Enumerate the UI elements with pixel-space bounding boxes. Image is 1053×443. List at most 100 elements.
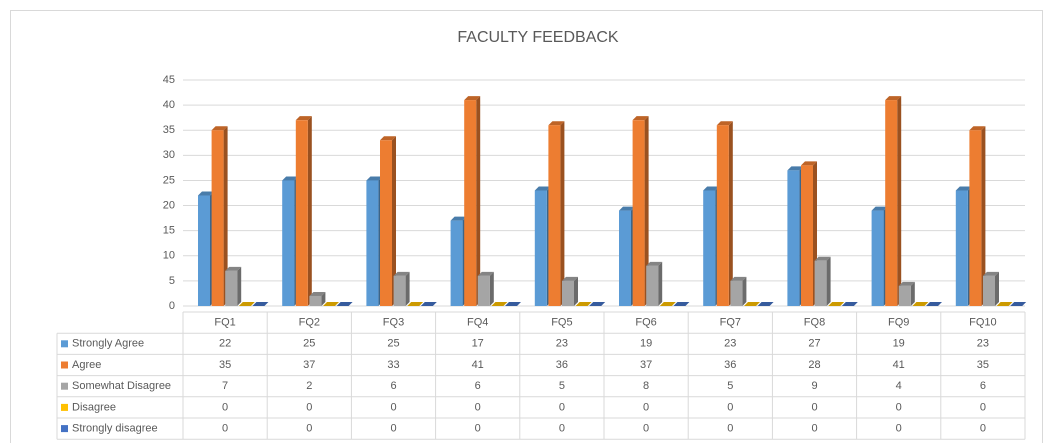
bar-top bbox=[632, 116, 649, 121]
bar-top bbox=[646, 261, 663, 266]
x-tick-label: FQ3 bbox=[383, 317, 404, 329]
table-value: 0 bbox=[980, 401, 986, 413]
bar bbox=[744, 302, 760, 306]
bar-front bbox=[632, 120, 645, 306]
bar-side bbox=[910, 281, 915, 306]
x-tick-label: FQ7 bbox=[720, 317, 741, 329]
bar bbox=[996, 302, 1013, 306]
table-value: 4 bbox=[896, 380, 902, 392]
bar bbox=[420, 302, 437, 306]
table-value: 22 bbox=[219, 338, 231, 350]
bar-side bbox=[981, 126, 986, 306]
bar-top bbox=[393, 271, 410, 276]
bar-side bbox=[405, 271, 410, 306]
table-value: 23 bbox=[724, 338, 736, 350]
table-value: 19 bbox=[640, 338, 652, 350]
bar-top bbox=[295, 116, 312, 121]
bar-front bbox=[534, 190, 547, 306]
bar-top bbox=[238, 302, 255, 306]
bar-top bbox=[787, 166, 804, 171]
bar bbox=[926, 302, 942, 306]
bar bbox=[211, 126, 228, 306]
bar bbox=[323, 302, 339, 306]
table-value: 0 bbox=[727, 401, 733, 413]
table-value: 25 bbox=[303, 338, 315, 350]
bar-top bbox=[336, 302, 353, 306]
table-value: 0 bbox=[390, 423, 396, 435]
bar-side bbox=[321, 291, 326, 306]
table-value: 37 bbox=[303, 359, 315, 371]
bar-front bbox=[562, 280, 574, 306]
table-value: 6 bbox=[980, 380, 986, 392]
bar bbox=[548, 121, 565, 306]
bar-top bbox=[562, 276, 578, 281]
bar-front bbox=[309, 295, 322, 306]
bar bbox=[295, 116, 312, 306]
legend-key bbox=[61, 361, 68, 369]
x-tick-label: FQ6 bbox=[635, 317, 656, 329]
bar-front bbox=[393, 275, 406, 306]
legend-label: Strongly disagree bbox=[72, 423, 158, 435]
table-value: 0 bbox=[222, 401, 228, 413]
table-value: 35 bbox=[219, 359, 231, 371]
bar-top bbox=[211, 126, 228, 131]
bar bbox=[407, 302, 424, 306]
bar-top bbox=[366, 176, 383, 181]
bar-top bbox=[534, 186, 551, 191]
table-value: 23 bbox=[556, 338, 568, 350]
bar-top bbox=[969, 126, 986, 131]
bar bbox=[646, 261, 663, 306]
bar bbox=[464, 96, 481, 306]
bar-top bbox=[716, 121, 733, 126]
y-tick-label: 35 bbox=[163, 124, 175, 136]
bar-side bbox=[392, 136, 396, 306]
y-tick-label: 0 bbox=[169, 300, 175, 312]
bar-front bbox=[969, 130, 982, 306]
y-tick-label: 45 bbox=[163, 74, 175, 86]
table-value: 0 bbox=[306, 423, 312, 435]
bar-front bbox=[703, 190, 716, 306]
legend-key bbox=[61, 382, 68, 390]
bar bbox=[393, 271, 410, 306]
y-tick-label: 10 bbox=[163, 250, 175, 262]
x-tick-label: FQ9 bbox=[888, 317, 909, 329]
bar bbox=[841, 302, 858, 306]
bar bbox=[562, 276, 578, 306]
x-tick-label: FQ4 bbox=[467, 317, 488, 329]
bar-front bbox=[450, 220, 463, 306]
legend-key bbox=[61, 340, 68, 348]
bar bbox=[252, 302, 269, 306]
table-value: 19 bbox=[893, 338, 905, 350]
bar bbox=[1010, 302, 1027, 306]
bar-top bbox=[477, 271, 494, 276]
bar-top bbox=[548, 121, 565, 126]
table-value: 0 bbox=[306, 401, 312, 413]
table-value: 5 bbox=[559, 380, 565, 392]
y-tick-label: 30 bbox=[163, 149, 175, 161]
bar-side bbox=[574, 276, 578, 306]
bar-top bbox=[252, 302, 269, 306]
bar-front bbox=[646, 265, 659, 306]
bar-top bbox=[380, 136, 396, 141]
table-value: 2 bbox=[306, 380, 312, 392]
bar-top bbox=[757, 302, 774, 306]
bar-top bbox=[420, 302, 437, 306]
bar-front bbox=[282, 180, 295, 306]
table-value: 27 bbox=[808, 338, 820, 350]
table-value: 23 bbox=[977, 338, 989, 350]
table-value: 33 bbox=[387, 359, 399, 371]
table-value: 28 bbox=[808, 359, 820, 371]
y-tick-label: 40 bbox=[163, 99, 175, 111]
bar bbox=[505, 302, 521, 306]
bar-top bbox=[955, 186, 972, 191]
bar bbox=[955, 186, 972, 306]
bar-top bbox=[309, 291, 326, 296]
table-value: 25 bbox=[387, 338, 399, 350]
bar bbox=[491, 302, 508, 306]
table-value: 0 bbox=[643, 401, 649, 413]
bar-front bbox=[716, 125, 729, 306]
bar-front bbox=[225, 270, 238, 306]
bar bbox=[716, 121, 733, 306]
bar-front bbox=[814, 260, 827, 306]
table-value: 0 bbox=[727, 423, 733, 435]
